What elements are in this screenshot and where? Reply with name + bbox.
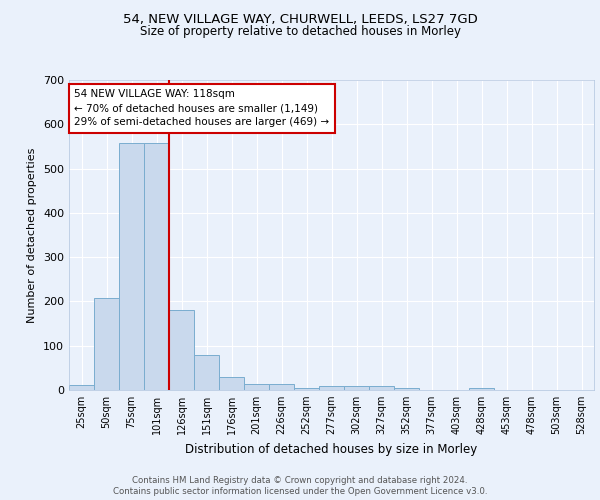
Text: Contains HM Land Registry data © Crown copyright and database right 2024.: Contains HM Land Registry data © Crown c… — [132, 476, 468, 485]
Bar — [94, 298, 119, 390]
Bar — [294, 388, 319, 390]
X-axis label: Distribution of detached houses by size in Morley: Distribution of detached houses by size … — [185, 442, 478, 456]
Bar — [119, 144, 144, 390]
Text: Size of property relative to detached houses in Morley: Size of property relative to detached ho… — [139, 25, 461, 38]
Bar — [144, 144, 169, 390]
Bar — [219, 376, 244, 390]
Bar — [394, 388, 419, 390]
Text: Contains public sector information licensed under the Open Government Licence v3: Contains public sector information licen… — [113, 487, 487, 496]
Bar — [344, 386, 369, 390]
Bar — [169, 310, 194, 390]
Bar — [469, 388, 494, 390]
Y-axis label: Number of detached properties: Number of detached properties — [28, 148, 37, 322]
Text: 54 NEW VILLAGE WAY: 118sqm
← 70% of detached houses are smaller (1,149)
29% of s: 54 NEW VILLAGE WAY: 118sqm ← 70% of deta… — [74, 90, 329, 128]
Bar — [194, 356, 219, 390]
Text: 54, NEW VILLAGE WAY, CHURWELL, LEEDS, LS27 7GD: 54, NEW VILLAGE WAY, CHURWELL, LEEDS, LS… — [122, 12, 478, 26]
Bar — [319, 386, 344, 390]
Bar — [269, 384, 294, 390]
Bar — [244, 384, 269, 390]
Bar — [69, 384, 94, 390]
Bar — [369, 386, 394, 390]
